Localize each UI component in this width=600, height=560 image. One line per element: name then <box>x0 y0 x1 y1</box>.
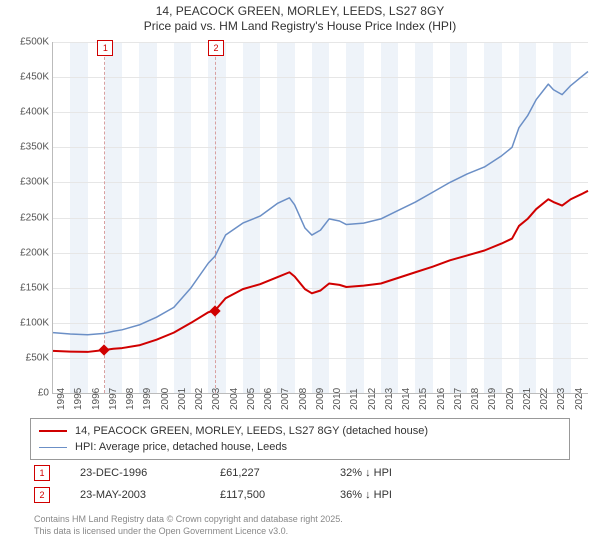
sales-table: 1 23-DEC-1996 £61,227 32% ↓ HPI 2 23-MAY… <box>34 462 564 506</box>
sale-diff: 36% ↓ HPI <box>340 489 564 501</box>
sale-row: 2 23-MAY-2003 £117,500 36% ↓ HPI <box>34 484 564 506</box>
y-axis-label: £150K <box>5 282 49 293</box>
chart-lines-svg <box>53 42 588 393</box>
chart-container: 14, PEACOCK GREEN, MORLEY, LEEDS, LS27 8… <box>0 0 600 560</box>
y-axis-label: £350K <box>5 142 49 153</box>
legend: 14, PEACOCK GREEN, MORLEY, LEEDS, LS27 8… <box>30 418 570 460</box>
sale-price: £61,227 <box>220 467 340 479</box>
legend-swatch-property <box>39 430 67 432</box>
title-address: 14, PEACOCK GREEN, MORLEY, LEEDS, LS27 8… <box>0 4 600 19</box>
sale-date: 23-DEC-1996 <box>80 467 220 479</box>
y-axis-label: £450K <box>5 72 49 83</box>
legend-label-hpi: HPI: Average price, detached house, Leed… <box>75 441 287 453</box>
footer: Contains HM Land Registry data © Crown c… <box>34 514 574 537</box>
sale-diff: 32% ↓ HPI <box>340 467 564 479</box>
series-line-hpi <box>53 71 588 334</box>
footer-line1: Contains HM Land Registry data © Crown c… <box>34 514 574 526</box>
sale-badge: 2 <box>34 487 50 503</box>
sale-row: 1 23-DEC-1996 £61,227 32% ↓ HPI <box>34 462 564 484</box>
y-axis-label: £500K <box>5 37 49 48</box>
chart-plot-area: £0£50K£100K£150K£200K£250K£300K£350K£400… <box>52 42 588 394</box>
y-axis-label: £400K <box>5 107 49 118</box>
sale-price: £117,500 <box>220 489 340 501</box>
sale-marker-badge: 2 <box>208 40 224 56</box>
y-axis-label: £200K <box>5 247 49 258</box>
legend-swatch-hpi <box>39 447 67 448</box>
footer-line2: This data is licensed under the Open Gov… <box>34 526 574 538</box>
series-line-property <box>53 191 588 352</box>
title-block: 14, PEACOCK GREEN, MORLEY, LEEDS, LS27 8… <box>0 0 600 34</box>
sale-badge: 1 <box>34 465 50 481</box>
legend-label-property: 14, PEACOCK GREEN, MORLEY, LEEDS, LS27 8… <box>75 425 428 437</box>
sale-marker-badge: 1 <box>97 40 113 56</box>
y-axis-label: £300K <box>5 177 49 188</box>
sale-date: 23-MAY-2003 <box>80 489 220 501</box>
y-axis-label: £50K <box>5 352 49 363</box>
legend-row-hpi: HPI: Average price, detached house, Leed… <box>39 439 561 455</box>
title-subtitle: Price paid vs. HM Land Registry's House … <box>0 19 600 34</box>
y-axis-label: £0 <box>5 388 49 399</box>
y-axis-label: £100K <box>5 317 49 328</box>
legend-row-property: 14, PEACOCK GREEN, MORLEY, LEEDS, LS27 8… <box>39 423 561 439</box>
y-axis-label: £250K <box>5 212 49 223</box>
